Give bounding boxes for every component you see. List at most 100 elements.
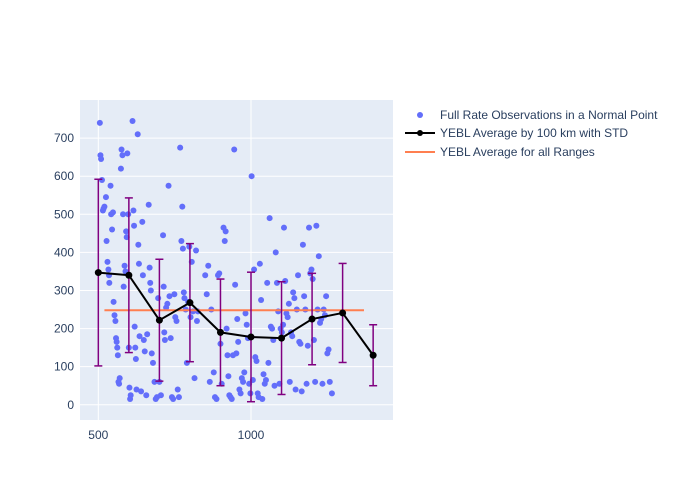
scatter-point: [259, 396, 266, 403]
scatter-point: [319, 380, 326, 387]
scatter-point: [123, 228, 130, 235]
scatter-point: [175, 394, 182, 401]
scatter-point: [304, 342, 311, 349]
scatter-point: [191, 375, 198, 382]
y-tick-label: 100: [54, 360, 74, 374]
scatter-point: [193, 247, 200, 254]
scatter-point: [120, 211, 127, 218]
y-tick-label: 700: [54, 131, 74, 145]
scatter-point: [101, 203, 108, 210]
scatter-point: [291, 295, 298, 302]
scatter-point: [104, 258, 111, 265]
legend-average-label: YEBL Average by 100 km with STD: [440, 126, 628, 140]
average-line: [98, 271, 374, 356]
scatter-point: [234, 316, 241, 323]
scatter-point: [213, 396, 220, 403]
average-marker: [125, 271, 133, 279]
scatter-point: [232, 281, 239, 288]
scatter-point: [117, 165, 124, 172]
x-tick-label: 500: [88, 428, 108, 442]
scatter-point: [248, 173, 255, 180]
y-tick-label: 300: [54, 283, 74, 297]
scatter-point: [112, 317, 119, 324]
legend-item-average[interactable]: YEBL Average by 100 km with STD: [405, 126, 628, 140]
scatter-point: [119, 152, 126, 159]
legend-item-scatter[interactable]: Full Rate Observations in a Normal Point: [417, 108, 658, 122]
scatter-point: [262, 377, 269, 383]
scatter-point: [273, 279, 280, 286]
average-marker: [339, 309, 347, 317]
y-tick-label: 600: [54, 169, 74, 183]
scatter-point: [285, 300, 292, 307]
scatter-point: [325, 346, 332, 353]
scatter-point: [295, 272, 302, 279]
scatter-point: [251, 266, 258, 273]
scatter-point: [253, 357, 260, 364]
scatter-point: [258, 297, 265, 303]
scatter-point: [178, 237, 185, 244]
scatter-point: [161, 337, 168, 343]
scatter-point: [146, 264, 153, 271]
scatter-point: [160, 232, 167, 239]
legend-item-overall[interactable]: YEBL Average for all Ranges: [405, 145, 595, 159]
scatter-point: [114, 352, 121, 359]
average-marker: [155, 316, 163, 324]
legend[interactable]: Full Rate Observations in a Normal Point…: [405, 108, 658, 159]
scatter-point: [308, 266, 315, 273]
scatter-point: [126, 384, 133, 391]
average-marker: [247, 333, 255, 341]
scatter-point: [136, 333, 143, 340]
scatter-point: [135, 241, 142, 248]
scatter-point: [265, 359, 272, 366]
scatter-point: [222, 228, 229, 235]
scatter-point: [280, 224, 287, 231]
y-tick-label: 0: [67, 398, 74, 412]
scatter-point: [177, 144, 184, 151]
scatter-point: [286, 378, 293, 385]
scatter-point: [96, 119, 103, 126]
scatter-point: [303, 380, 310, 387]
scatter-point: [116, 375, 123, 382]
scatter-point: [216, 270, 223, 277]
scatter-point: [111, 312, 118, 319]
scatter-point: [306, 224, 313, 231]
average-marker: [369, 351, 377, 359]
scatter-point: [109, 226, 116, 233]
scatter-point: [113, 338, 120, 345]
scatter-point: [120, 283, 127, 290]
scatter-point: [323, 293, 330, 300]
scatter-point: [171, 291, 178, 298]
scatter-point: [224, 352, 231, 359]
scatter-point: [145, 201, 152, 208]
scatter-point: [107, 182, 114, 189]
scatter-point: [223, 325, 230, 332]
scatter-point: [155, 295, 162, 302]
scatter-point: [231, 146, 238, 153]
legend-average-marker: [417, 130, 423, 136]
scatter-point: [312, 378, 319, 385]
scatter-point: [284, 314, 291, 321]
scatter-point: [297, 340, 304, 347]
legend-scatter-label: Full Rate Observations in a Normal Point: [440, 108, 658, 122]
average-marker: [308, 315, 316, 323]
scatter-point: [161, 329, 168, 336]
scatter-point: [130, 207, 137, 214]
scatter-point: [144, 331, 151, 338]
legend-scatter-marker: [417, 112, 423, 118]
scatter-point: [272, 249, 279, 256]
scatter-point: [103, 237, 110, 244]
scatter-point: [210, 369, 217, 376]
scatter-point: [180, 289, 187, 296]
scatter-point: [124, 150, 131, 157]
scatter-point: [147, 279, 154, 286]
average-line-layer: [94, 269, 377, 359]
scatter-point: [240, 378, 247, 385]
scatter-point: [160, 283, 167, 290]
y-tick-label: 400: [54, 245, 74, 259]
scatter-point: [266, 215, 273, 222]
scatter-point: [116, 380, 123, 387]
average-marker: [94, 269, 102, 277]
scatter-point: [203, 291, 210, 298]
